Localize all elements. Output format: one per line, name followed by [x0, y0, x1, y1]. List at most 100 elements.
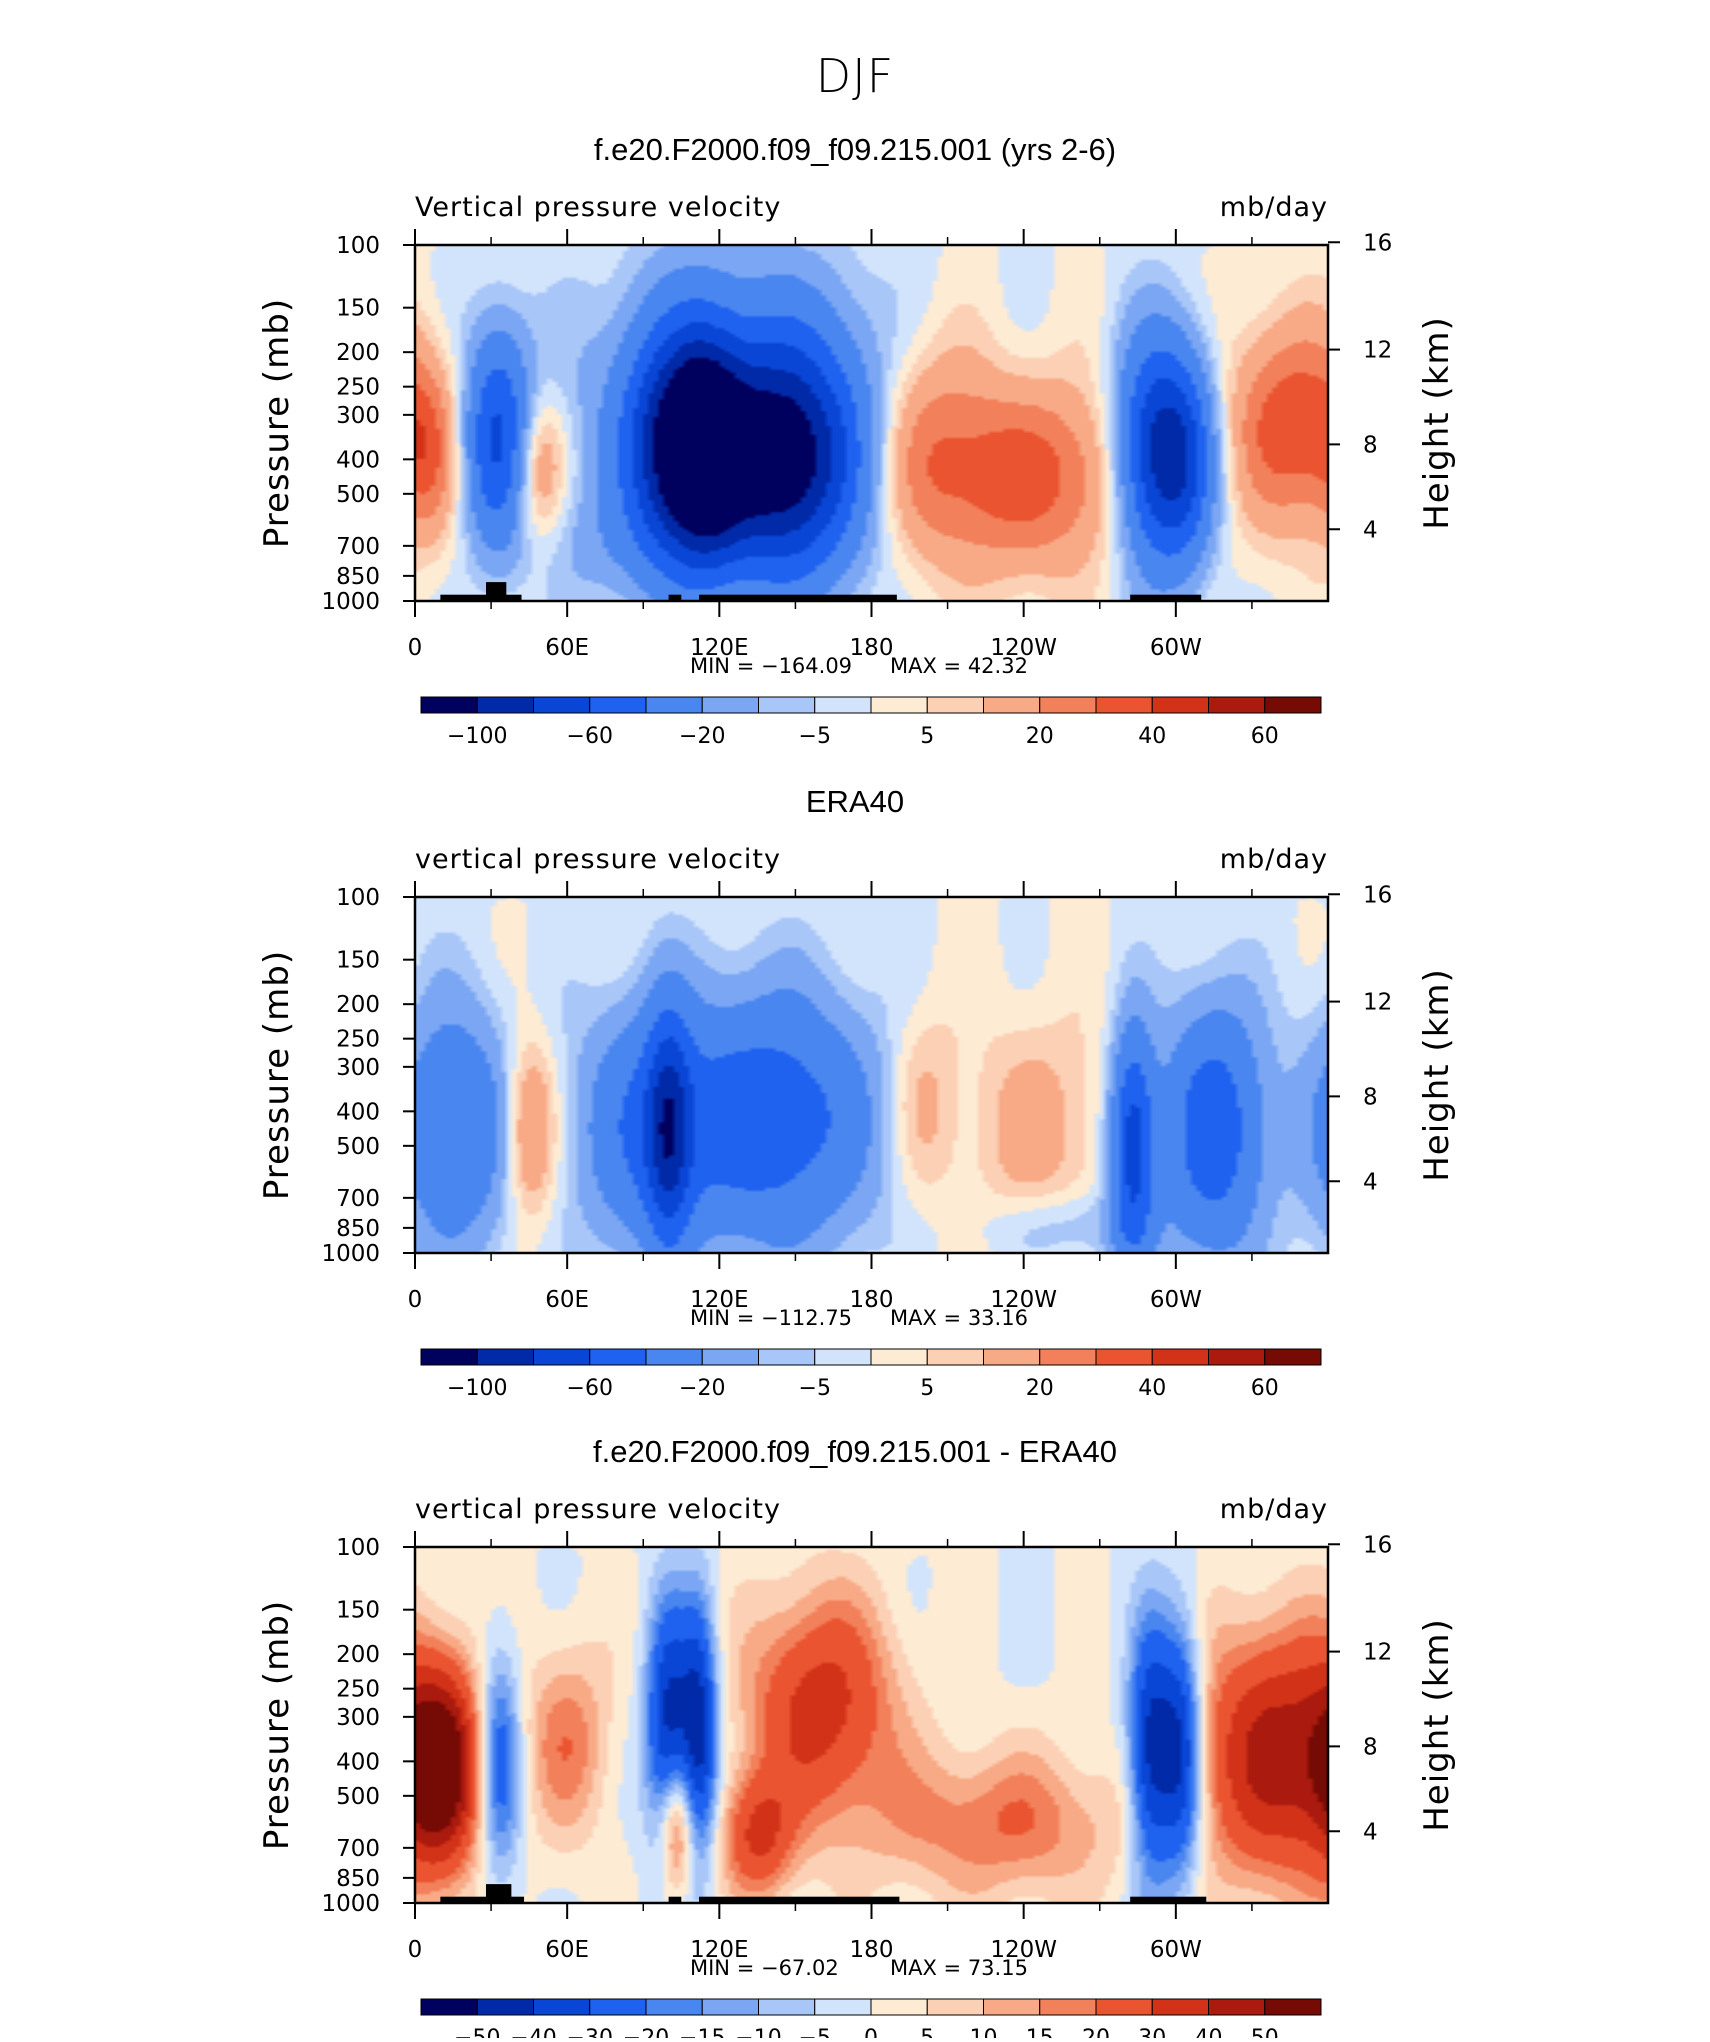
y-tick-label: 850 — [336, 1216, 380, 1242]
panel-title: f.e20.F2000.f09_f09.215.001 (yrs 2-6) — [594, 132, 1116, 167]
colorbar-swatch — [926, 1998, 984, 2016]
x-tick-label: 60E — [545, 1937, 589, 1963]
colorbar-label: 20 — [1082, 2026, 1110, 2038]
min-label: MIN = −164.09 — [690, 654, 852, 678]
units-label: mb/day — [1220, 844, 1328, 875]
land-mask — [486, 1884, 512, 1903]
colorbar-label: −20 — [679, 724, 725, 749]
height-tick-label: 8 — [1363, 1084, 1378, 1110]
height-tick-label: 8 — [1363, 432, 1378, 458]
land-mask — [440, 594, 522, 601]
colorbar-swatch — [1039, 696, 1097, 714]
contour-field — [415, 897, 1328, 1253]
colorbar-label: −60 — [567, 1376, 613, 1401]
colorbar-swatch — [1264, 696, 1322, 714]
x-tick-label: 60E — [545, 1287, 589, 1313]
colorbar-swatch — [701, 696, 759, 714]
colorbar-label: 10 — [970, 2026, 998, 2038]
land-mask — [668, 1896, 682, 1903]
y-tick-label: 200 — [336, 992, 380, 1018]
height-tick-label: 4 — [1363, 517, 1378, 543]
colorbar-swatch — [1264, 1348, 1322, 1366]
x-tick-label: 180 — [850, 1937, 894, 1963]
height-tick-label: 4 — [1363, 1819, 1378, 1845]
height-tick-label: 16 — [1363, 882, 1392, 908]
max-label: MAX = 73.15 — [890, 1956, 1028, 1980]
y-axis-label: Pressure (mb) — [257, 1600, 297, 1850]
colorbar-swatch — [1151, 696, 1209, 714]
colorbar-label: −50 — [454, 2026, 500, 2038]
colorbar-swatch — [758, 1998, 816, 2016]
x-tick-label: 120E — [690, 1287, 748, 1313]
colorbar-swatch — [533, 1998, 591, 2016]
colorbar-swatch — [983, 696, 1041, 714]
y-tick-label: 100 — [336, 1535, 380, 1561]
y-axis-label: Pressure (mb) — [257, 298, 297, 548]
colorbar-swatch — [420, 696, 478, 714]
units-label: mb/day — [1220, 192, 1328, 223]
colorbar-swatch — [870, 696, 928, 714]
colorbar-swatch — [926, 696, 984, 714]
y-tick-label: 700 — [336, 534, 380, 560]
colorbar-label: −30 — [567, 2026, 613, 2038]
colorbar-label: −15 — [679, 2026, 725, 2038]
x-tick-label: 0 — [408, 1287, 423, 1313]
y-tick-label: 700 — [336, 1186, 380, 1212]
y-tick-label: 1000 — [321, 589, 380, 615]
colorbar-label: −60 — [567, 724, 613, 749]
height-tick-label: 4 — [1363, 1169, 1378, 1195]
panel-title: ERA40 — [806, 784, 904, 819]
colorbar-swatch — [870, 1348, 928, 1366]
x-tick-label: 60W — [1150, 1287, 1202, 1313]
colorbar-swatch — [645, 1348, 703, 1366]
y-right-axis-label: Height (km) — [1417, 1618, 1457, 1832]
y-tick-label: 200 — [336, 1642, 380, 1668]
y-tick-label: 500 — [336, 1134, 380, 1160]
land-mask — [668, 594, 682, 601]
y-tick-label: 400 — [336, 1099, 380, 1125]
y-right-axis-label: Height (km) — [1417, 968, 1457, 1182]
colorbar-swatch — [589, 696, 647, 714]
y-tick-label: 850 — [336, 564, 380, 590]
colorbar-swatch — [533, 1348, 591, 1366]
units-label: mb/day — [1220, 1494, 1328, 1525]
main-title: DJF — [816, 49, 894, 103]
colorbar-swatch — [701, 1348, 759, 1366]
colorbar-swatch — [645, 1998, 703, 2016]
y-tick-label: 700 — [336, 1836, 380, 1862]
variable-label: vertical pressure velocity — [415, 1494, 781, 1525]
x-tick-label: 180 — [850, 1287, 894, 1313]
colorbar-swatch — [1208, 1998, 1266, 2016]
colorbar-swatch — [476, 1998, 534, 2016]
colorbar-label: 40 — [1138, 1376, 1166, 1401]
y-tick-label: 250 — [336, 1677, 380, 1703]
height-tick-label: 12 — [1363, 990, 1392, 1016]
min-label: MIN = −112.75 — [690, 1306, 852, 1330]
height-tick-label: 16 — [1363, 230, 1392, 256]
x-tick-label: 60W — [1150, 635, 1202, 661]
y-tick-label: 400 — [336, 1749, 380, 1775]
x-tick-label: 60E — [545, 635, 589, 661]
x-tick-label: 60W — [1150, 1937, 1202, 1963]
colorbar-label: −20 — [679, 1376, 725, 1401]
colorbar-label: 20 — [1026, 724, 1054, 749]
panel-title: f.e20.F2000.f09_f09.215.001 - ERA40 — [593, 1434, 1117, 1469]
colorbar-label: −40 — [510, 2026, 556, 2038]
colorbar-swatch — [1095, 1348, 1153, 1366]
colorbar-swatch — [701, 1998, 759, 2016]
colorbar-swatch — [1039, 1998, 1097, 2016]
colorbar-label: −5 — [799, 724, 831, 749]
colorbar-label: 5 — [920, 2026, 934, 2038]
y-tick-label: 250 — [336, 375, 380, 401]
y-right-axis-label: Height (km) — [1417, 316, 1457, 530]
colorbar-swatch — [814, 696, 872, 714]
colorbar-label: 5 — [920, 724, 934, 749]
colorbar-swatch — [1208, 696, 1266, 714]
height-tick-label: 16 — [1363, 1532, 1392, 1558]
max-label: MAX = 42.32 — [890, 654, 1028, 678]
colorbar-label: 60 — [1251, 1376, 1279, 1401]
colorbar-swatch — [589, 1998, 647, 2016]
colorbar-swatch — [476, 1348, 534, 1366]
colorbar-swatch — [1264, 1998, 1322, 2016]
colorbar-label: −10 — [735, 2026, 781, 2038]
